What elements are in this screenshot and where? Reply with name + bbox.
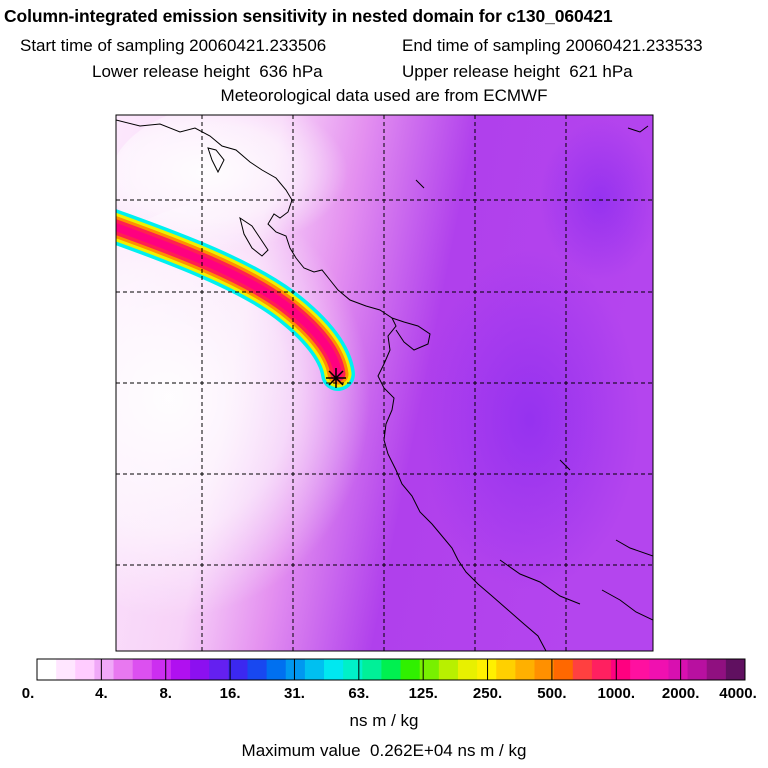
end-time-label: End time of sampling [402,36,561,55]
colorbar-swatch [266,659,287,680]
colorbar-swatch [113,659,134,680]
colorbar-swatch [515,659,536,680]
colorbar-label: 4000. [719,685,757,702]
colorbar-swatch [419,659,440,680]
maximum-value-label: Maximum value [241,741,361,760]
colorbar-label: 4. [95,685,108,702]
colorbar-swatch [343,659,363,680]
map-frame [115,114,654,652]
colorbar-label: 8. [159,685,172,702]
colorbar-swatch [151,659,172,680]
emission-plume [116,209,355,391]
colorbar-swatch [649,659,669,680]
colorbar-swatch [630,659,650,680]
colorbar-label: 500. [537,685,567,702]
colorbar-swatch [668,659,689,680]
colorbar [36,658,746,681]
colorbar-swatch [457,659,478,680]
start-time-line: Start time of sampling 20060421.233506 [20,36,326,56]
lower-height-value: 636 hPa [259,62,323,81]
high-sensitivity-region-2 [540,120,653,280]
colorbar-swatch [304,659,325,680]
upper-height-line: Upper release height 621 hPa [402,62,633,82]
colorbar-swatch [687,659,708,680]
colorbar-label: 31. [284,685,305,702]
colorbar-frame [36,658,746,681]
lat-lon-grid [116,115,653,651]
colorbar-units: ns m / kg [349,711,419,730]
colorbar-swatch [477,659,497,680]
colorbar-swatch [285,659,306,680]
colorbar-swatch [56,659,76,680]
colorbar-swatch [572,659,593,680]
colorbar-label: 63. [348,685,370,702]
colorbar-swatch [438,659,459,680]
colorbar-swatch [132,659,153,680]
colorbar-swatch [553,659,574,680]
low-sensitivity-region [116,200,430,640]
coastline-lakes [415,125,649,189]
colorbar-swatch [324,659,344,680]
coastline [116,119,653,651]
colorbar-swatch [381,659,402,680]
colorbar-swatch [706,659,727,680]
colorbar-swatch [362,659,382,680]
lower-height-label: Lower release height [92,62,250,81]
met-data-line: Meteorological data used are from ECMWF [220,86,548,105]
start-time-value: 20060421.233506 [189,36,327,55]
maximum-value-line: Maximum value 0.262E+04 ns m / kg [0,741,768,761]
colorbar-label: 16. [219,685,241,702]
colorbar-swatch [496,659,516,680]
map-title: Column-integrated emission sensitivity i… [4,6,613,26]
colorbar-swatch [400,659,421,680]
release-point-star-icon [326,368,346,388]
colorbar-swatch [228,659,248,680]
colorbar-swatch [611,659,631,680]
colorbar-label: 0. [21,685,35,702]
high-sensitivity-region [420,250,640,590]
colorbar-swatch [725,659,746,680]
low-sensitivity-region-north [116,115,390,260]
end-time-value: 20060421.233533 [565,36,703,55]
upper-height-label: Upper release height [402,62,560,81]
colorbar-label: 2000. [661,685,700,702]
colorbar-swatch [591,659,612,680]
colorbar-swatch [534,659,555,680]
start-time-label: Start time of sampling [20,36,185,55]
colorbar-swatch [209,659,229,680]
colorbar-label: 125. [408,685,438,702]
colorbar-swatch [75,659,95,680]
colorbar-swatch [247,659,268,680]
colorbar-swatch [37,659,57,680]
colorbar-swatch [170,659,191,680]
upper-height-value: 621 hPa [569,62,633,81]
colorbar-swatch [94,659,115,680]
colorbar-label: 250. [472,685,503,702]
lower-height-line: Lower release height 636 hPa [92,62,323,82]
maximum-value: 0.262E+04 ns m / kg [370,741,527,760]
end-time-line: End time of sampling 20060421.233533 [402,36,703,56]
colorbar-label: 1000. [597,685,636,702]
colorbar-swatch [190,659,210,680]
